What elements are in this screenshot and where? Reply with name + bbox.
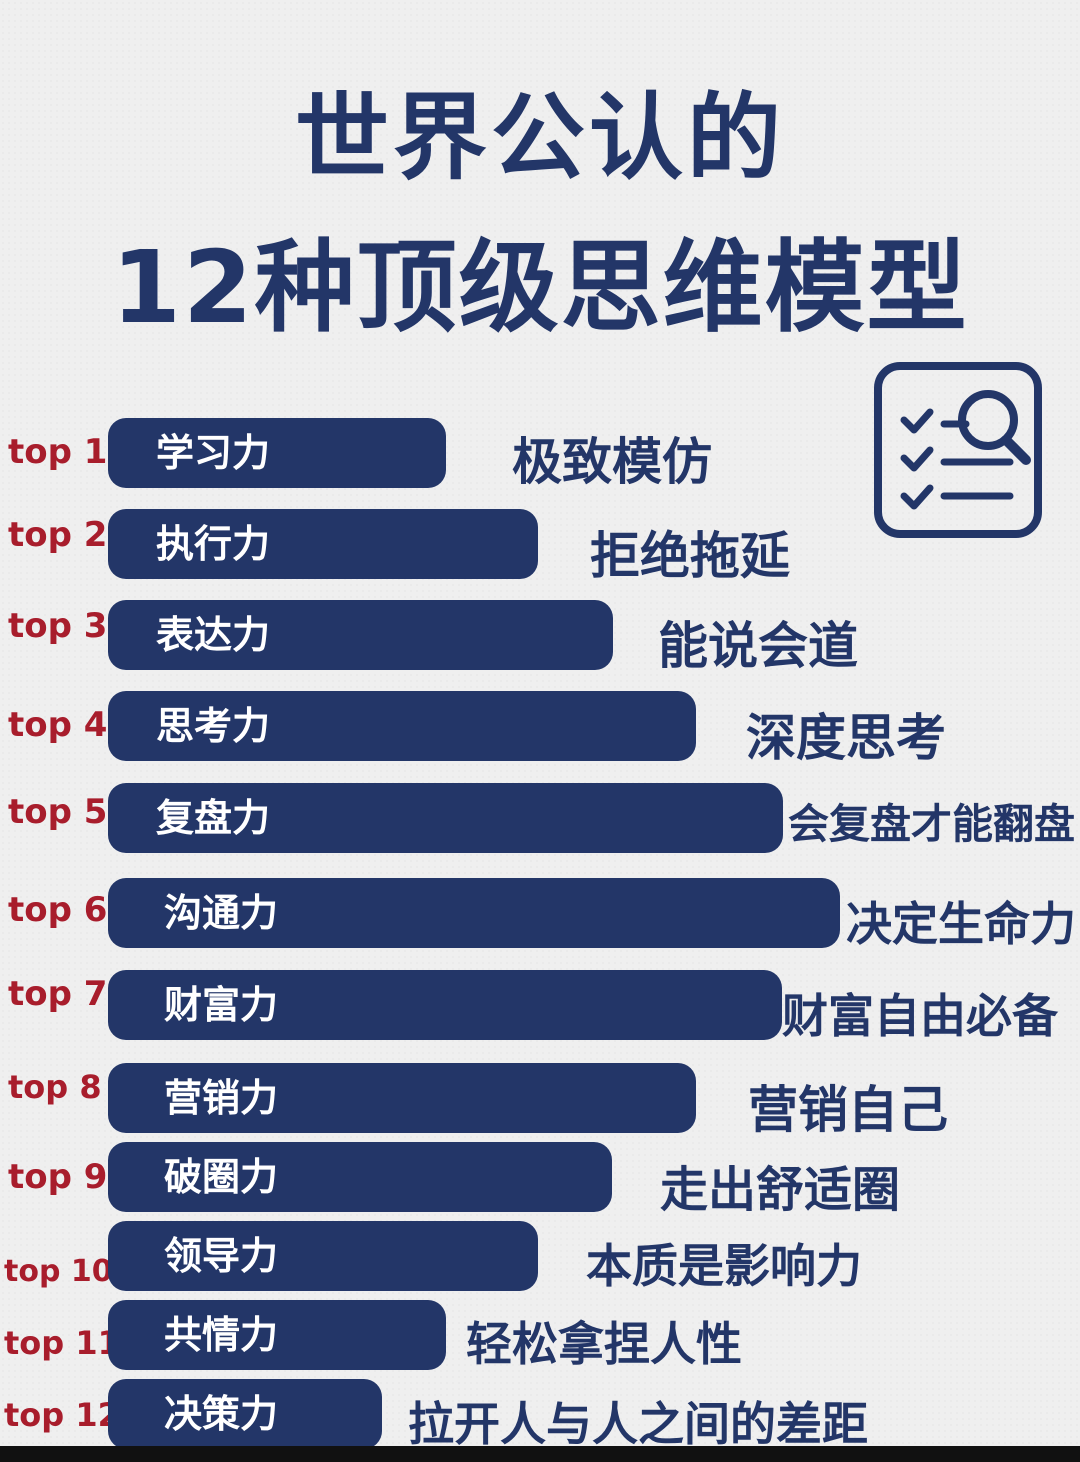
title-line-2: 12种顶级思维模型: [111, 229, 969, 346]
skill-description-top-1: 极致模仿: [512, 433, 712, 491]
bottom-strip: [0, 1446, 1080, 1462]
skill-name: 财富力: [164, 983, 279, 1027]
rank-label-top-8: top 8: [8, 1068, 102, 1106]
skill-name: 表达力: [156, 613, 271, 657]
skill-description-top-8: 营销自己: [748, 1081, 948, 1139]
skill-description-top-9: 走出舒适圈: [660, 1162, 901, 1218]
rank-label-top-6: top 6: [8, 890, 108, 930]
skill-description-top-5: 会复盘才能翻盘: [788, 800, 1075, 848]
skill-name: 沟通力: [164, 891, 279, 935]
rank-label-top-2: top 2: [8, 515, 108, 555]
checklist-search-icon: [874, 362, 1042, 538]
skill-name: 领导力: [164, 1234, 279, 1278]
skill-name: 共情力: [164, 1313, 279, 1357]
skill-bar-top-11: 共情力: [108, 1300, 446, 1370]
rank-label-top-3: top 3: [8, 606, 108, 646]
skill-bar-top-1: 学习力: [108, 418, 446, 488]
skill-bar-top-12: 决策力: [108, 1379, 382, 1446]
skill-description-top-4: 深度思考: [746, 709, 946, 767]
title-line-1: 世界公认的: [294, 84, 785, 193]
rank-label-top-9: top 9: [8, 1157, 108, 1197]
skill-bar-top-10: 领导力: [108, 1221, 538, 1291]
skill-bar-top-8: 营销力: [108, 1063, 696, 1133]
skill-description-top-7: 财富自由必备: [782, 989, 1058, 1043]
skill-description-top-6: 决定生命力: [846, 897, 1076, 951]
rank-label-top-5: top 5: [8, 792, 108, 832]
rank-label-top-11: top 11: [4, 1324, 120, 1362]
skill-bar-top-6: 沟通力: [108, 878, 840, 948]
skill-name: 学习力: [156, 431, 271, 475]
skill-name: 复盘力: [156, 796, 271, 840]
rank-label-top-12: top 12: [4, 1396, 120, 1434]
skill-bar-top-3: 表达力: [108, 600, 613, 670]
skill-description-top-2: 拒绝拖延: [590, 527, 790, 585]
rank-label-top-1: top 1: [8, 432, 108, 472]
skill-name: 破圈力: [164, 1155, 279, 1199]
skill-bar-top-2: 执行力: [108, 509, 538, 579]
skill-description-top-3: 能说会道: [658, 617, 858, 675]
skill-bar-top-9: 破圈力: [108, 1142, 612, 1212]
skill-name: 决策力: [164, 1392, 279, 1436]
skill-bar-top-4: 思考力: [108, 691, 696, 761]
skill-bar-top-5: 复盘力: [108, 783, 783, 853]
skill-description-top-10: 本质是影响力: [586, 1239, 862, 1293]
skill-name: 执行力: [156, 522, 271, 566]
rank-label-top-7: top 7: [8, 974, 108, 1014]
rank-label-top-4: top 4: [8, 705, 108, 745]
skill-bar-top-7: 财富力: [108, 970, 782, 1040]
rank-label-top-10: top 10: [4, 1254, 113, 1289]
skill-description-top-11: 轻松拿捏人性: [466, 1317, 742, 1371]
skill-description-top-12: 拉开人与人之间的差距: [408, 1397, 868, 1446]
skill-name: 营销力: [164, 1076, 279, 1120]
skill-name: 思考力: [156, 704, 271, 748]
